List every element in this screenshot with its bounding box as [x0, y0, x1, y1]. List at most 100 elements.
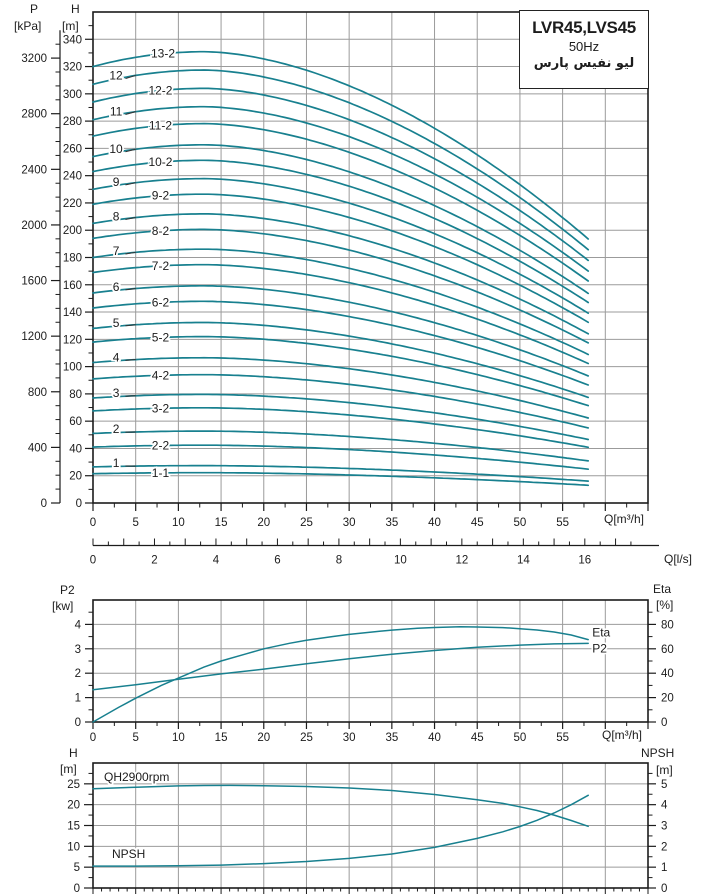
svg-text:5: 5: [661, 779, 667, 791]
npsh-axis-unit: [m]: [656, 763, 673, 777]
svg-text:6: 6: [113, 280, 120, 294]
curve: [92, 122, 590, 282]
svg-text:0: 0: [75, 717, 81, 729]
svg-text:12: 12: [455, 555, 468, 567]
svg-text:0: 0: [661, 883, 667, 895]
curve: [92, 69, 590, 251]
curve: [92, 356, 590, 419]
curve: [92, 228, 590, 344]
svg-text:QH2900rpm: QH2900rpm: [104, 770, 169, 784]
pump-model-title: LVR45,LVS45: [532, 18, 636, 37]
svg-text:9-2: 9-2: [152, 189, 170, 203]
svg-text:2400: 2400: [21, 164, 47, 176]
svg-text:6: 6: [274, 555, 280, 567]
svg-text:15: 15: [215, 517, 228, 529]
svg-text:14: 14: [517, 555, 530, 567]
svg-text:300: 300: [63, 89, 82, 101]
curve: [92, 471, 590, 487]
svg-text:60: 60: [69, 416, 82, 428]
svg-text:25: 25: [300, 732, 313, 744]
svg-text:10-2: 10-2: [148, 155, 172, 169]
svg-text:20: 20: [67, 800, 80, 812]
svg-text:9: 9: [113, 175, 120, 189]
svg-text:100: 100: [63, 362, 82, 374]
curve: [92, 105, 590, 272]
svg-text:20: 20: [69, 471, 82, 483]
svg-text:4-2: 4-2: [152, 368, 170, 382]
curve: [92, 406, 590, 449]
svg-text:400: 400: [28, 442, 47, 454]
p-axis-title: P: [30, 2, 39, 16]
svg-text:0: 0: [90, 555, 96, 567]
curve: [92, 335, 590, 407]
svg-text:4: 4: [213, 555, 220, 567]
svg-text:11-2: 11-2: [149, 119, 172, 133]
curve: [92, 87, 590, 262]
svg-text:40: 40: [428, 732, 441, 744]
curve: [92, 177, 590, 315]
svg-text:5-2: 5-2: [152, 330, 170, 344]
svg-text:3: 3: [113, 386, 120, 400]
head-curves: [92, 50, 590, 487]
npsh-axis-title: NPSH: [641, 746, 675, 760]
svg-text:0: 0: [74, 883, 80, 895]
p2-axis-unit: [kw]: [52, 599, 74, 613]
svg-text:80: 80: [69, 389, 82, 401]
svg-text:10: 10: [67, 841, 80, 853]
svg-text:12-2: 12-2: [148, 83, 172, 97]
svg-text:80: 80: [661, 619, 674, 631]
svg-text:45: 45: [471, 517, 484, 529]
svg-text:40: 40: [69, 443, 82, 455]
svg-text:8-2: 8-2: [152, 224, 170, 238]
svg-text:11: 11: [110, 104, 123, 118]
svg-text:220: 220: [63, 198, 82, 210]
svg-text:30: 30: [343, 732, 356, 744]
svg-text:7-2: 7-2: [152, 259, 170, 273]
svg-text:4: 4: [661, 800, 668, 812]
svg-text:Eta: Eta: [592, 626, 610, 640]
eta-axis-title: Eta: [653, 582, 672, 596]
svg-text:6-2: 6-2: [152, 295, 170, 309]
svg-text:55: 55: [556, 517, 569, 529]
svg-text:3: 3: [75, 644, 81, 656]
svg-text:1: 1: [113, 456, 120, 470]
svg-text:3-2: 3-2: [152, 401, 170, 415]
svg-text:0: 0: [41, 498, 47, 510]
curve: [92, 784, 589, 828]
mid-x-axis-unit: Q[m³/h]: [602, 728, 643, 742]
bottom-axes: 0 5 10 15 20 25 0 1 2 3 4 5: [67, 772, 668, 895]
svg-text:20: 20: [257, 732, 270, 744]
svg-text:5: 5: [132, 517, 138, 529]
svg-text:16: 16: [578, 555, 591, 567]
svg-text:140: 140: [63, 307, 82, 319]
curve: [92, 193, 590, 324]
p2-axis-title: P2: [60, 583, 75, 597]
curve: [92, 300, 590, 386]
svg-text:260: 260: [63, 143, 82, 155]
svg-text:50: 50: [514, 732, 527, 744]
curve: [92, 393, 590, 441]
svg-text:340: 340: [63, 34, 82, 46]
eta-axis-unit: [%]: [656, 598, 674, 612]
title-box: LVR45,LVS45 50Hz لیو نفیس پارس: [519, 10, 649, 89]
svg-text:8: 8: [336, 555, 342, 567]
curve: [92, 430, 590, 462]
svg-text:1-1: 1-1: [152, 466, 170, 480]
svg-text:30: 30: [343, 517, 356, 529]
svg-text:0: 0: [90, 732, 96, 744]
svg-text:50: 50: [514, 517, 527, 529]
svg-text:8: 8: [113, 209, 120, 223]
svg-text:1: 1: [661, 862, 667, 874]
bottom-h-axis-unit: [m]: [60, 762, 77, 776]
curve: [92, 159, 590, 304]
svg-text:4: 4: [113, 350, 120, 364]
curve: [92, 248, 590, 356]
svg-text:10: 10: [109, 142, 123, 156]
curve: [92, 263, 590, 365]
svg-text:15: 15: [215, 732, 228, 744]
svg-text:55: 55: [556, 732, 569, 744]
svg-text:320: 320: [63, 62, 82, 74]
svg-text:2: 2: [75, 668, 81, 680]
